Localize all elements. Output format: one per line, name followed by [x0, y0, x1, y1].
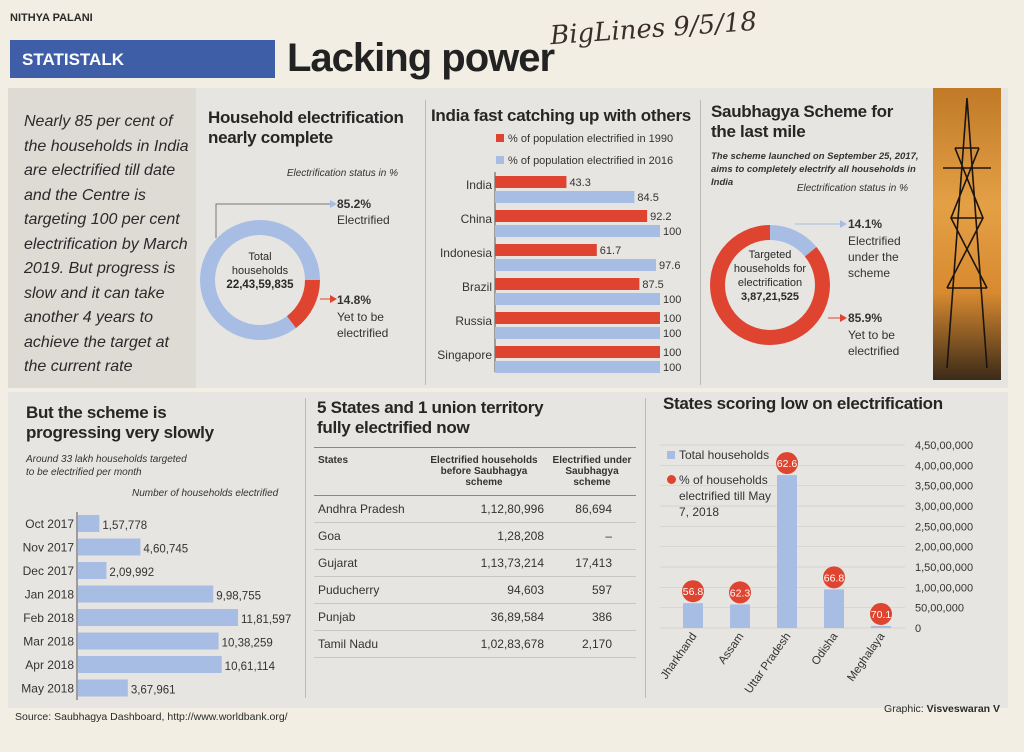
table-row: Punjab 36,89,584 386 — [314, 604, 636, 631]
state-name: Andhra Pradesh — [318, 502, 405, 516]
handwritten-signature: BigLines 9/5/18 — [549, 6, 758, 52]
before-scheme-value: 1,12,80,996 — [480, 502, 544, 516]
headline: Lacking power — [287, 36, 555, 80]
legend-swatch-blue — [667, 451, 675, 459]
intro-text: Nearly 85 per cent of the households in … — [24, 113, 189, 375]
donut2-center: Targeted households for electrification … — [730, 248, 810, 304]
monthly-chart-subtitle: Around 33 lakh households targeted to be… — [26, 454, 187, 478]
byline: NITHYA PALANI — [10, 12, 93, 24]
credit-label: Graphic: — [884, 703, 924, 715]
credit: Graphic: Visveswaran V — [884, 703, 1000, 715]
state-name: Punjab — [318, 610, 356, 624]
divider — [645, 398, 646, 698]
before-scheme-value: 1,28,208 — [497, 529, 544, 543]
table-row: Goa 1,28,208 – — [314, 523, 636, 550]
divider — [425, 100, 426, 385]
legend-total-households: Total households — [667, 447, 769, 463]
before-scheme-value: 1,13,73,214 — [480, 556, 544, 570]
table-title: 5 States and 1 union territory fully ele… — [317, 398, 544, 437]
electrified-states-table: States Electrified households before Sau… — [314, 447, 636, 658]
state-name: Goa — [318, 529, 341, 543]
power-tower-icon — [943, 97, 991, 369]
before-scheme-value: 94,603 — [507, 583, 544, 597]
scheme-electrified-pct: 14.1% — [848, 217, 883, 231]
legend-pct-label: % of households electrified till May 7, … — [679, 473, 772, 519]
section-banner: STATISTALK — [10, 40, 275, 78]
donut1-center-value: 22,43,59,835 — [226, 279, 294, 291]
power-tower-photo — [933, 88, 1001, 380]
under-scheme-value: 2,170 — [581, 637, 612, 651]
table-row: Tamil Nadu 1,02,83,678 2,170 — [314, 631, 636, 658]
source-text: Source: Saubhagya Dashboard, http://www.… — [15, 711, 288, 723]
legend-2016: % of population electrified in 2016 — [496, 153, 673, 169]
donut1-center-label: Total households — [231, 251, 289, 277]
col-header-states: States — [318, 455, 349, 466]
divider — [700, 100, 701, 385]
table-row: Andhra Pradesh 1,12,80,996 86,694 — [314, 496, 636, 523]
under-scheme-value: 86,694 — [575, 502, 612, 516]
legend-total-label: Total households — [679, 448, 770, 462]
legend-pct-electrified: % of households electrified till May 7, … — [667, 472, 777, 520]
before-scheme-value: 1,02,83,678 — [480, 637, 544, 651]
section-label: STATISTALK — [22, 50, 124, 69]
legend-1990-label: % of population electrified in 1990 — [508, 133, 674, 145]
legend-dot-red — [667, 475, 676, 484]
table-row: Gujarat 1,13,73,214 17,413 — [314, 550, 636, 577]
saubhagya-subtitle: The scheme launched on September 25, 201… — [711, 151, 919, 188]
electrified-pct: 85.2% — [337, 197, 372, 211]
under-scheme-value: – — [605, 529, 612, 543]
legend-swatch-blue — [496, 156, 504, 164]
donut1-center: Total households 22,43,59,835 — [220, 250, 300, 292]
not-electrified-pct: 14.8% — [337, 293, 372, 307]
legend-2016-label: % of population electrified in 2016 — [508, 155, 674, 167]
monthly-chart-title: But the scheme is progressing very slowl… — [26, 403, 214, 442]
col-header-under: Electrified under Saubhagya scheme — [552, 455, 632, 488]
scheme-remaining-pct: 85.9% — [848, 311, 883, 325]
col-header-before: Electrified households before Saubhagya … — [430, 455, 538, 488]
under-scheme-value: 386 — [591, 610, 612, 624]
donut2-center-label: Targeted households for electrification — [733, 249, 807, 289]
state-name: Gujarat — [318, 556, 358, 570]
not-electrified-label: Yet to be electrified — [337, 310, 389, 340]
table-header-row: States Electrified households before Sau… — [314, 448, 636, 496]
scheme-electrified-label: Electrified under the scheme — [848, 234, 901, 280]
table-row: Puducherry 94,603 597 — [314, 577, 636, 604]
legend-1990: % of population electrified in 1990 — [496, 131, 673, 147]
donut2-center-value: 3,87,21,525 — [740, 291, 800, 303]
before-scheme-value: 36,89,584 — [490, 610, 544, 624]
intro-panel — [8, 88, 196, 388]
electrified-label: Electrified — [337, 213, 390, 227]
state-name: Puducherry — [318, 583, 380, 597]
scheme-remaining-label: Yet to be electrified — [848, 328, 900, 358]
under-scheme-value: 597 — [591, 583, 612, 597]
countries-chart-title: India fast catching up with others — [431, 106, 691, 125]
state-name: Tamil Nadu — [318, 637, 379, 651]
saubhagya-note: Electrification status in % — [796, 183, 908, 194]
low-states-chart-title: States scoring low on electrification — [663, 394, 943, 413]
household-chart-subtitle: Electrification status in % — [286, 168, 398, 179]
credit-name: Visveswaran V — [926, 703, 1000, 715]
legend-swatch-red — [496, 134, 504, 142]
household-chart-title: Household electrification nearly complet… — [208, 108, 404, 147]
saubhagya-chart-title: Saubhagya Scheme for the last mile — [711, 102, 894, 141]
divider — [305, 398, 306, 698]
under-scheme-value: 17,413 — [575, 556, 612, 570]
monthly-chart-xlabel: Number of households electrified — [132, 488, 279, 499]
